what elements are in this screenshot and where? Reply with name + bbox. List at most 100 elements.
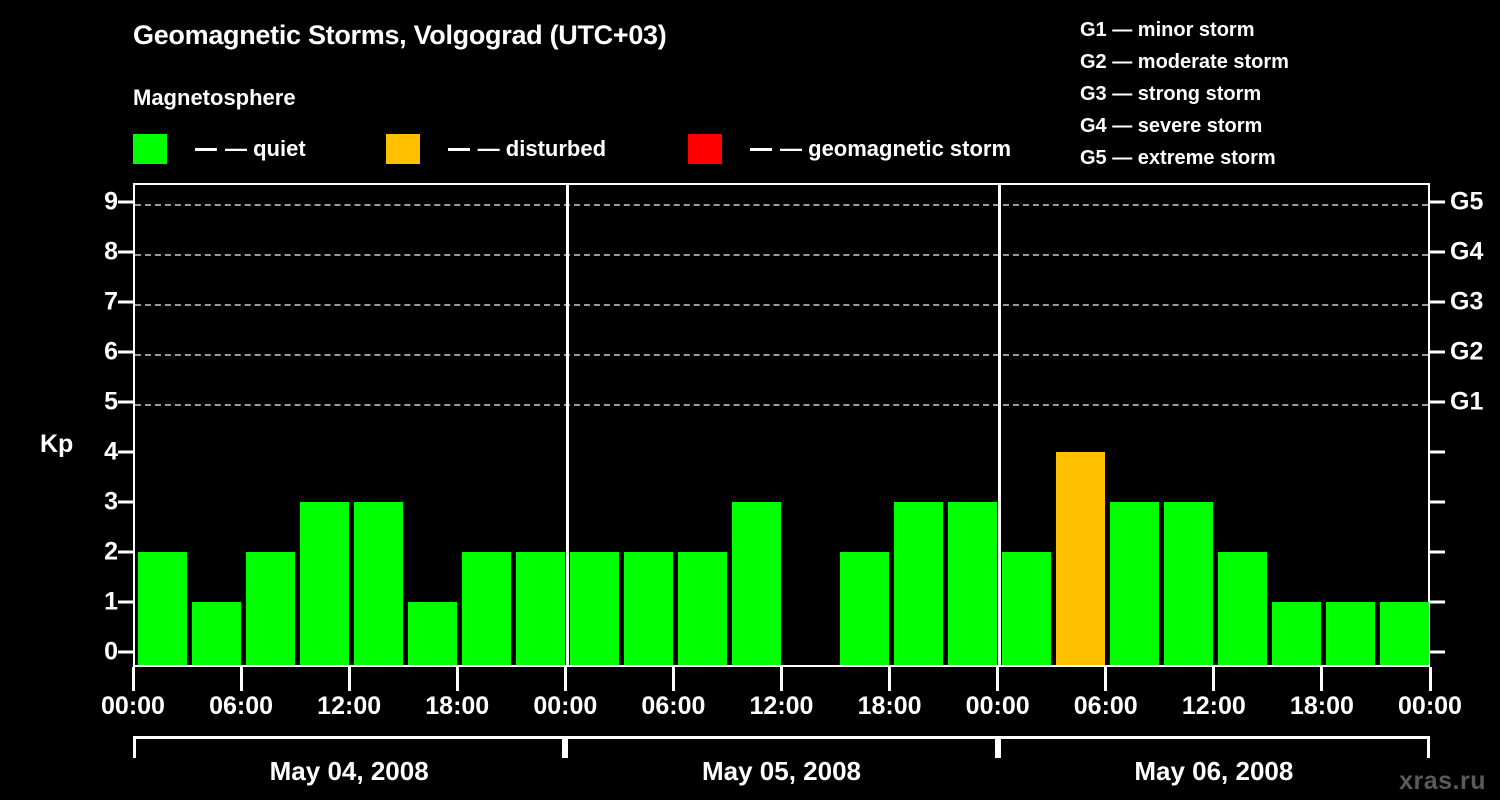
y-axis-tick-label: 6	[104, 337, 118, 366]
date-label: May 05, 2008	[701, 756, 862, 786]
x-axis-tick-label: 18:00	[425, 692, 490, 720]
g-scale-legend: G1 — minor storm G2 — moderate storm G3 …	[1080, 14, 1289, 174]
red-square-icon	[688, 134, 723, 164]
date-bracket	[133, 736, 566, 758]
bar[interactable]	[1326, 602, 1376, 665]
day-divider	[998, 185, 1002, 665]
legend-dash	[447, 147, 470, 151]
x-axis-tick	[888, 667, 892, 691]
y-axis-tick	[118, 300, 133, 304]
bar[interactable]	[1110, 502, 1160, 665]
bar[interactable]	[299, 502, 349, 665]
legend-item-disturbed: — disturbed	[385, 134, 607, 164]
bar[interactable]	[1164, 502, 1214, 665]
y-axis-tick-label: 5	[104, 387, 118, 416]
bar[interactable]	[407, 602, 457, 665]
bar[interactable]	[461, 552, 511, 665]
g-scale-entry-g2: G2 — moderate storm	[1080, 51, 1289, 73]
date-bracket	[565, 736, 998, 758]
bar[interactable]	[137, 552, 187, 665]
bar[interactable]	[1380, 602, 1430, 665]
bar[interactable]	[245, 552, 295, 665]
bar[interactable]	[731, 502, 781, 665]
date-label: May 04, 2008	[269, 756, 429, 786]
bar[interactable]	[623, 552, 673, 665]
x-axis-tick-label: 00:00	[533, 692, 598, 720]
x-axis-tick-label: 18:00	[1289, 692, 1354, 720]
bar[interactable]	[1002, 552, 1052, 665]
x-axis-tick	[563, 667, 567, 691]
y-axis-tick	[118, 250, 133, 254]
right-axis-label-g5: G5	[1450, 187, 1484, 216]
right-axis-tick	[1430, 450, 1445, 454]
g-scale-entry-g3: G3 — strong storm	[1080, 83, 1262, 105]
right-axis-label-g1: G1	[1450, 387, 1484, 416]
orange-square-icon	[385, 134, 420, 164]
green-square-icon	[133, 134, 167, 164]
y-axis-tick-label: 4	[104, 437, 118, 466]
right-axis-label-g2: G2	[1450, 337, 1484, 366]
g-scale-entry-g4: G4 — severe storm	[1080, 115, 1263, 137]
x-axis-tick-label: 00:00	[101, 692, 165, 720]
x-axis-tick	[455, 667, 459, 691]
y-axis-tick	[118, 350, 133, 354]
bar[interactable]	[569, 552, 619, 665]
x-axis-tick	[996, 667, 1000, 691]
y-axis-tick	[118, 500, 133, 504]
x-axis-tick-label: 12:00	[317, 692, 382, 720]
legend-label-storm: — geomagnetic storm	[780, 136, 1012, 161]
day-divider	[565, 185, 569, 665]
right-axis-tick	[1430, 350, 1445, 354]
bar[interactable]	[1218, 552, 1268, 665]
bar[interactable]	[191, 602, 241, 665]
x-axis-tick-label: 18:00	[857, 692, 922, 720]
gridline	[135, 354, 1428, 356]
y-axis-tick	[118, 200, 133, 204]
right-axis-tick	[1430, 400, 1445, 404]
right-axis-tick	[1430, 250, 1445, 254]
right-axis-tick	[1430, 650, 1445, 654]
x-axis-tick-label: 12:00	[1181, 692, 1246, 720]
right-axis-label-g4: G4	[1450, 237, 1484, 266]
y-axis-tick-label: 3	[104, 487, 118, 516]
x-axis-tick-label: 06:00	[1073, 692, 1138, 720]
legend: — quiet — disturbed — geomagnetic storm	[133, 133, 1011, 165]
legend-label-disturbed: — disturbed	[477, 136, 607, 161]
x-axis-tick	[1320, 667, 1324, 691]
x-axis-tick	[671, 667, 675, 691]
bar[interactable]	[840, 552, 890, 665]
y-axis-tick-label: 1	[104, 587, 118, 616]
y-axis-tick-label: 8	[104, 237, 118, 266]
x-axis-tick	[1428, 667, 1432, 691]
page-title: Geomagnetic Storms, Volgograd (UTC+03)	[133, 20, 667, 50]
right-axis-label-g3: G3	[1450, 287, 1484, 316]
x-axis-tick-label: 12:00	[749, 692, 814, 720]
date-bracket	[997, 736, 1430, 758]
x-axis-tick	[1212, 667, 1216, 691]
bar[interactable]	[1272, 602, 1322, 665]
right-axis-tick	[1430, 500, 1445, 504]
legend-label-quiet: — quiet	[225, 136, 306, 161]
legend-item-storm: — geomagnetic storm	[688, 134, 1011, 164]
x-axis-tick-label: 06:00	[209, 692, 274, 720]
y-axis-tick	[118, 600, 133, 604]
watermark: xras.ru	[1399, 767, 1486, 795]
x-axis-tick	[239, 667, 243, 691]
bar[interactable]	[894, 502, 944, 665]
right-axis-tick	[1430, 600, 1445, 604]
legend-dash	[750, 147, 773, 151]
legend-item-quiet: — quiet	[133, 134, 306, 164]
gridline	[135, 304, 1428, 306]
legend-dash	[195, 147, 217, 151]
x-axis-tick-label: 00:00	[1398, 692, 1462, 720]
bar[interactable]	[1056, 452, 1106, 665]
bar[interactable]	[353, 502, 403, 665]
bar[interactable]	[677, 552, 727, 665]
bar[interactable]	[515, 552, 565, 665]
gridline	[135, 254, 1428, 256]
y-axis-tick-label: 2	[104, 537, 118, 566]
x-axis-tick	[780, 667, 783, 691]
right-axis-tick	[1430, 200, 1445, 204]
bar[interactable]	[948, 502, 998, 665]
